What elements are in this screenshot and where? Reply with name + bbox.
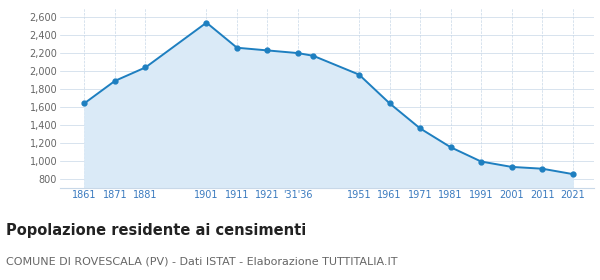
Text: Popolazione residente ai censimenti: Popolazione residente ai censimenti — [6, 223, 306, 238]
Text: COMUNE DI ROVESCALA (PV) - Dati ISTAT - Elaborazione TUTTITALIA.IT: COMUNE DI ROVESCALA (PV) - Dati ISTAT - … — [6, 256, 398, 266]
